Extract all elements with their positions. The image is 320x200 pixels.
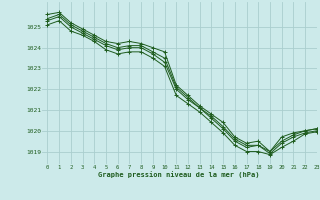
X-axis label: Graphe pression niveau de la mer (hPa): Graphe pression niveau de la mer (hPa) [99, 171, 260, 178]
